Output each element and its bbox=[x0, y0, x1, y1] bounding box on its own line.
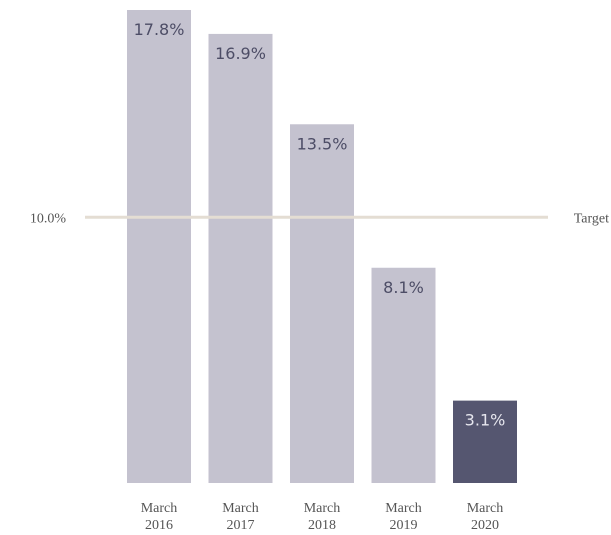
x-tick-label-4-line-1: 2020 bbox=[471, 518, 499, 533]
bar-4 bbox=[453, 400, 517, 483]
x-tick-label-2-line-1: 2018 bbox=[308, 518, 336, 533]
x-tick-label-0-line-0: March bbox=[141, 501, 178, 516]
x-tick-label-4-line-0: March bbox=[467, 501, 504, 516]
x-tick-label-1-line-1: 2017 bbox=[227, 518, 255, 533]
bars-group bbox=[127, 10, 517, 484]
value-labels-group: 17.8% 16.9% 13.5% 8.1% 3.1% bbox=[134, 20, 506, 430]
x-tick-label-2-line-0: March bbox=[304, 501, 341, 516]
bar-value-label-4: 3.1% bbox=[465, 411, 506, 430]
bar-value-label-0: 17.8% bbox=[134, 20, 185, 39]
bar-value-label-2: 13.5% bbox=[297, 134, 348, 153]
x-tick-labels-group: March 2016 March 2017 March 2018 March 2019 Marc… bbox=[141, 501, 504, 533]
bar-2 bbox=[290, 124, 354, 484]
x-tick-label-3-line-1: 2019 bbox=[390, 518, 418, 533]
bar-value-label-1: 16.9% bbox=[215, 44, 266, 63]
bar-3 bbox=[371, 267, 436, 483]
bar-value-label-3: 8.1% bbox=[383, 278, 424, 297]
x-tick-label-3-line-0: March bbox=[385, 501, 422, 516]
target-value-label: 10.0% bbox=[30, 211, 67, 226]
x-tick-label-0-line-1: 2016 bbox=[145, 518, 173, 533]
bar-1 bbox=[208, 33, 273, 483]
bar-0 bbox=[127, 10, 191, 483]
target-name-label: Target bbox=[574, 211, 609, 226]
x-tick-label-1-line-0: March bbox=[222, 501, 259, 516]
